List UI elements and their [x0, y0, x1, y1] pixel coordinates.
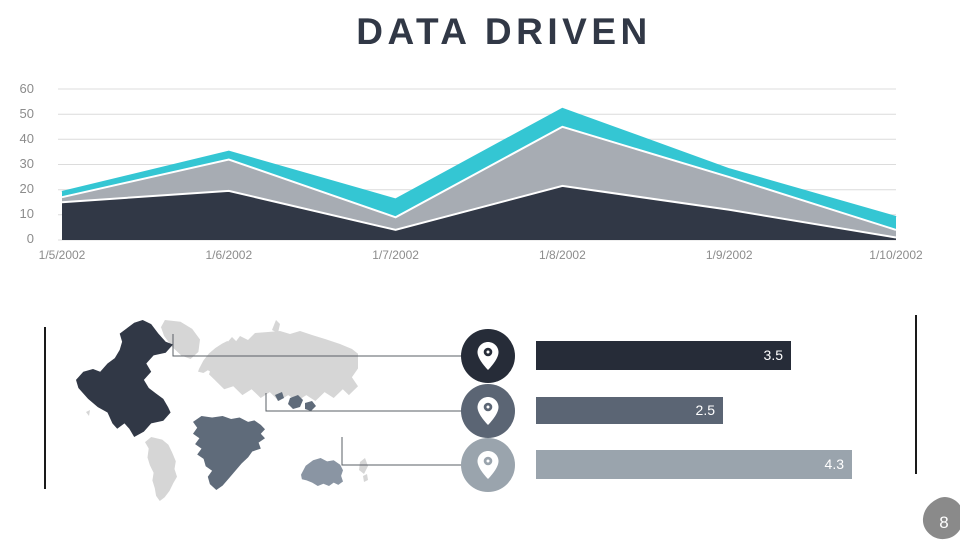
- svg-text:2.5: 2.5: [696, 402, 716, 418]
- svg-text:4.3: 4.3: [825, 456, 845, 472]
- svg-text:3.5: 3.5: [764, 347, 784, 363]
- svg-text:8: 8: [939, 513, 948, 532]
